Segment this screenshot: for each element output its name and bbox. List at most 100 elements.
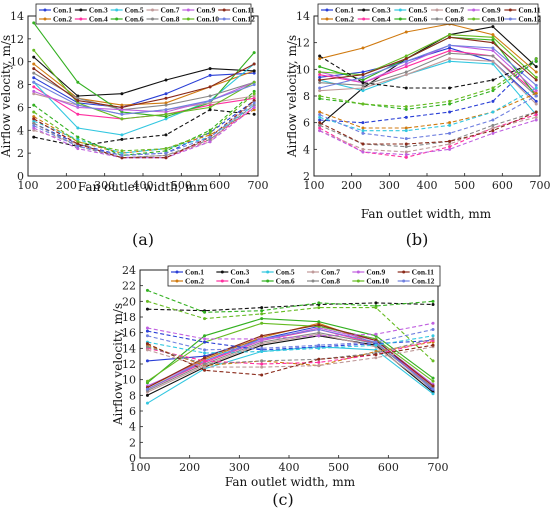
data-point bbox=[317, 357, 321, 361]
data-point bbox=[32, 135, 36, 139]
data-point bbox=[32, 121, 36, 125]
data-point bbox=[145, 299, 149, 303]
data-point bbox=[491, 54, 495, 58]
data-point bbox=[164, 101, 168, 105]
y-tick-label: 2 bbox=[129, 436, 136, 449]
data-point bbox=[32, 92, 36, 96]
data-point bbox=[252, 96, 256, 100]
y-axis-label: Airflow velocity, m/s bbox=[285, 35, 299, 158]
data-point bbox=[120, 108, 124, 112]
data-point bbox=[431, 392, 435, 396]
data-point bbox=[32, 128, 36, 132]
data-point bbox=[252, 108, 256, 112]
legend-label: Con.6 bbox=[276, 277, 295, 286]
data-point bbox=[431, 334, 435, 338]
series-line-con11-solid bbox=[319, 36, 537, 81]
data-point bbox=[448, 49, 452, 53]
data-point bbox=[431, 299, 435, 303]
data-point bbox=[318, 121, 322, 125]
data-point bbox=[164, 96, 168, 100]
legend-label: Con.10 bbox=[366, 277, 389, 286]
data-point bbox=[145, 334, 149, 338]
data-point bbox=[317, 343, 321, 347]
data-point bbox=[252, 105, 256, 109]
legend-label: Con.6 bbox=[408, 15, 427, 24]
series-line-con9-dashed bbox=[319, 119, 537, 156]
data-point bbox=[491, 38, 495, 42]
data-point bbox=[534, 110, 538, 114]
data-point bbox=[32, 124, 36, 128]
data-point bbox=[534, 70, 538, 74]
data-point bbox=[252, 51, 256, 55]
data-point bbox=[260, 349, 264, 353]
legend-marker bbox=[508, 17, 512, 21]
series-line-con1-solid bbox=[33, 72, 255, 108]
series-line-con4-dashed bbox=[147, 339, 434, 365]
legend-label: Con.7 bbox=[321, 268, 340, 277]
data-point bbox=[145, 359, 149, 363]
x-tick-label: 100 bbox=[130, 461, 151, 474]
data-point bbox=[203, 310, 207, 314]
data-point bbox=[534, 83, 538, 87]
legend-marker bbox=[311, 279, 315, 283]
y-tick-label: 14 bbox=[122, 342, 136, 355]
x-tick-label: 700 bbox=[530, 179, 550, 192]
data-point bbox=[317, 360, 321, 364]
data-point bbox=[491, 99, 495, 103]
series-line-con3-dashed bbox=[33, 109, 255, 147]
data-point bbox=[120, 110, 124, 114]
data-point bbox=[361, 83, 365, 87]
legend-marker bbox=[325, 17, 329, 21]
legend-marker bbox=[175, 270, 179, 274]
data-point bbox=[208, 135, 212, 139]
series-line-con3-solid bbox=[33, 56, 255, 97]
data-point bbox=[361, 126, 365, 130]
data-point bbox=[252, 94, 256, 98]
y-tick-label: 16 bbox=[122, 327, 136, 340]
data-point bbox=[120, 133, 124, 137]
legend-label: Con.9 bbox=[366, 268, 385, 277]
data-point bbox=[32, 71, 36, 75]
panel-label: (a) bbox=[132, 230, 154, 249]
legend-marker bbox=[151, 8, 154, 12]
legend-label: Con.7 bbox=[161, 6, 180, 15]
data-point bbox=[145, 387, 149, 391]
legend-label: Con.5 bbox=[276, 268, 295, 277]
data-point bbox=[208, 131, 212, 135]
data-point bbox=[260, 359, 264, 363]
data-point bbox=[374, 356, 378, 360]
legend-marker bbox=[222, 17, 226, 21]
data-point bbox=[208, 101, 212, 105]
legend-marker bbox=[220, 270, 224, 274]
x-tick-label: 200 bbox=[179, 461, 200, 474]
x-tick-label: 700 bbox=[428, 461, 449, 474]
series-line-con10-dashed bbox=[33, 93, 255, 152]
data-point bbox=[448, 142, 452, 146]
data-point bbox=[252, 101, 256, 105]
series-line-con8-dashed bbox=[147, 338, 434, 365]
legend-label: Con.9 bbox=[196, 6, 215, 15]
y-tick-label: 4 bbox=[129, 421, 136, 434]
series-line-con1-dashed bbox=[33, 100, 255, 156]
series-line-con7-solid bbox=[319, 58, 537, 105]
data-point bbox=[252, 83, 256, 87]
data-point bbox=[208, 108, 212, 112]
data-point bbox=[145, 326, 149, 330]
data-point bbox=[120, 156, 124, 160]
data-point bbox=[164, 108, 168, 112]
data-point bbox=[404, 86, 408, 90]
data-point bbox=[252, 62, 256, 66]
series-line-con2-dashed bbox=[33, 109, 255, 154]
data-point bbox=[361, 102, 365, 106]
data-point bbox=[76, 126, 80, 130]
data-point bbox=[76, 80, 80, 84]
series-line-con11-dashed bbox=[147, 343, 434, 376]
data-point bbox=[448, 51, 452, 55]
series-line-con9-dashed bbox=[33, 106, 255, 159]
legend-marker bbox=[175, 279, 179, 283]
series-line-con8-solid bbox=[319, 52, 537, 97]
y-tick-label: 4 bbox=[303, 143, 310, 156]
legend-marker bbox=[79, 8, 83, 12]
data-point bbox=[404, 70, 408, 74]
legend-label: Con.3 bbox=[89, 6, 108, 15]
